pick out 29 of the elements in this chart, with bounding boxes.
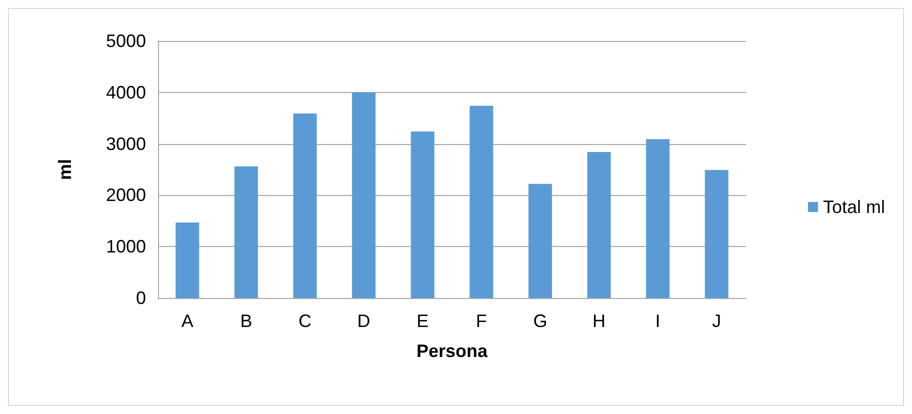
- bar: [470, 106, 494, 298]
- x-tick-label: G: [533, 311, 548, 331]
- x-tick-label: H: [592, 311, 606, 331]
- y-tick-label: 2000: [106, 185, 146, 206]
- bar: [528, 184, 552, 298]
- bar: [646, 139, 670, 298]
- bar: [234, 166, 258, 298]
- x-tick-label: A: [181, 311, 194, 331]
- y-tick-label: 5000: [106, 31, 146, 51]
- y-tick-label: 0: [136, 288, 146, 308]
- y-tick-label: 3000: [106, 134, 146, 154]
- y-axis-title: ml: [55, 158, 75, 180]
- x-tick-label: F: [476, 311, 487, 331]
- x-tick-label: I: [655, 311, 660, 331]
- x-tick-label: C: [298, 311, 312, 331]
- y-tick-label: 1000: [106, 236, 146, 257]
- bar: [352, 92, 376, 298]
- legend-label: Total ml: [822, 197, 885, 217]
- x-tick-label: D: [357, 311, 370, 331]
- x-tick-label: B: [240, 311, 252, 331]
- bar: [176, 222, 200, 298]
- bar: [704, 170, 728, 298]
- y-tick-label: 4000: [106, 82, 146, 102]
- x-tick-label: J: [712, 311, 722, 331]
- bar: [587, 152, 611, 298]
- bar: [293, 113, 317, 298]
- x-tick-label: E: [416, 311, 429, 331]
- x-axis-title: Persona: [416, 341, 488, 361]
- bar: [410, 131, 434, 298]
